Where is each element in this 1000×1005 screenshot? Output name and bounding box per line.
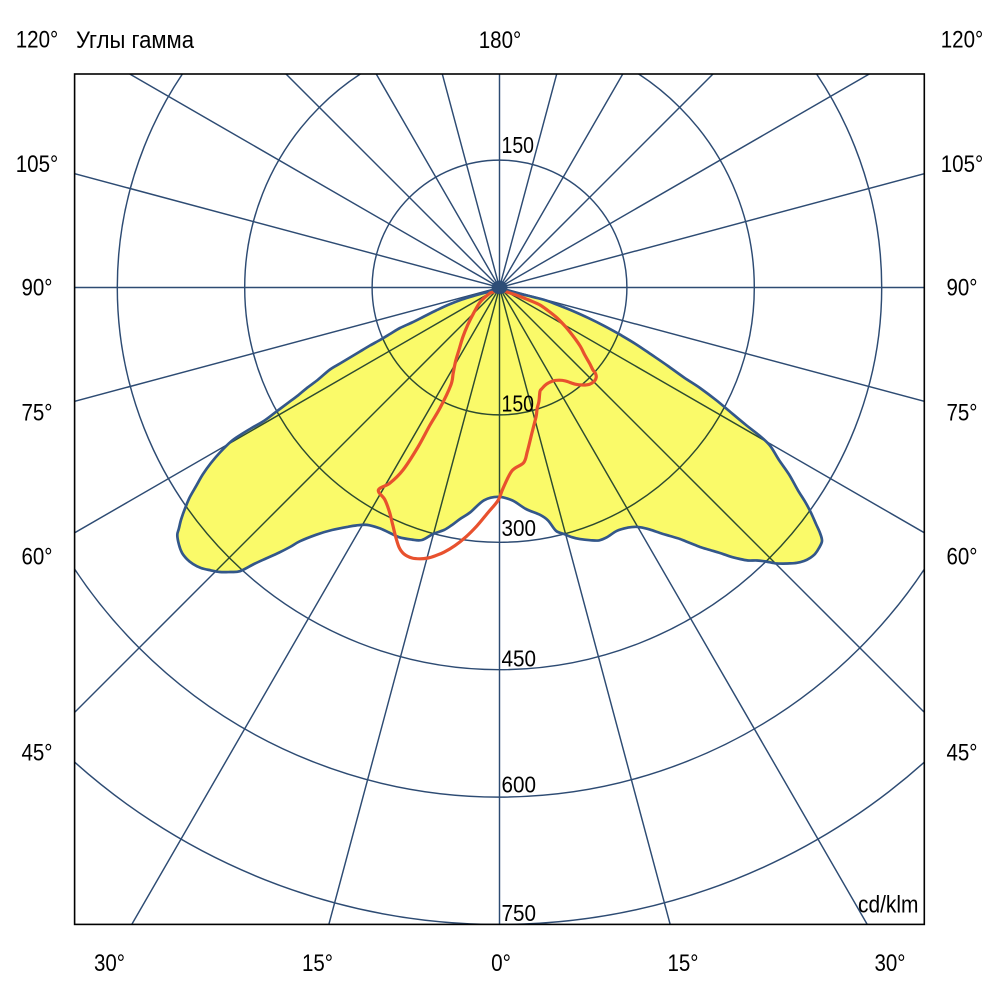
svg-text:300: 300 xyxy=(502,515,537,541)
svg-text:60°: 60° xyxy=(947,544,978,571)
svg-text:75°: 75° xyxy=(947,400,978,427)
svg-text:90°: 90° xyxy=(22,275,53,302)
svg-text:105°: 105° xyxy=(16,151,59,178)
svg-text:Углы гамма: Углы гамма xyxy=(76,27,194,54)
svg-text:45°: 45° xyxy=(947,740,978,767)
svg-text:150: 150 xyxy=(502,132,535,158)
svg-text:30°: 30° xyxy=(94,950,125,977)
svg-text:120°: 120° xyxy=(16,27,59,54)
svg-text:45°: 45° xyxy=(22,740,53,767)
svg-text:105°: 105° xyxy=(941,151,984,178)
svg-text:60°: 60° xyxy=(22,544,53,571)
svg-text:cd/klm: cd/klm xyxy=(858,892,919,919)
svg-text:600: 600 xyxy=(502,772,537,798)
svg-text:450: 450 xyxy=(502,646,537,672)
svg-text:750: 750 xyxy=(502,900,537,926)
svg-text:150: 150 xyxy=(502,391,535,417)
svg-text:30°: 30° xyxy=(875,950,906,977)
svg-text:0°: 0° xyxy=(491,950,511,977)
svg-text:15°: 15° xyxy=(668,950,699,977)
svg-text:180°: 180° xyxy=(479,27,522,54)
svg-text:120°: 120° xyxy=(941,27,984,54)
svg-text:90°: 90° xyxy=(947,275,978,302)
svg-text:75°: 75° xyxy=(22,400,53,427)
svg-text:15°: 15° xyxy=(302,950,333,977)
